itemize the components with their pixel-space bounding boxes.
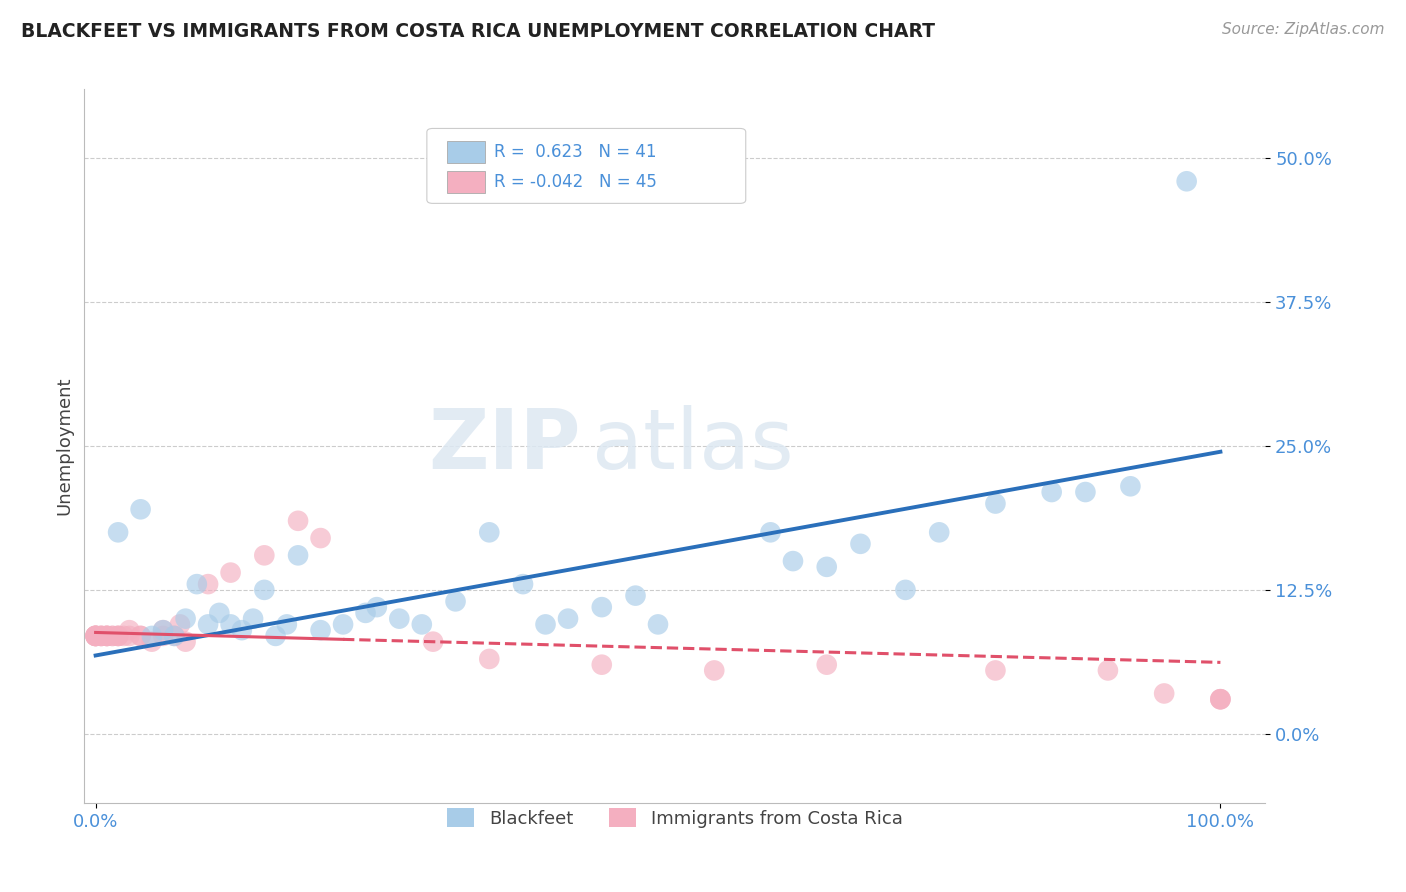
Point xyxy=(366,600,388,615)
Point xyxy=(388,612,411,626)
Point xyxy=(782,554,804,568)
Point xyxy=(84,629,107,643)
Point xyxy=(759,525,782,540)
Point xyxy=(253,582,276,597)
Legend: Blackfeet, Immigrants from Costa Rica: Blackfeet, Immigrants from Costa Rica xyxy=(439,799,911,837)
Point xyxy=(219,617,242,632)
Point xyxy=(107,629,129,643)
Text: atlas: atlas xyxy=(592,406,794,486)
Point xyxy=(478,652,501,666)
Point xyxy=(411,617,433,632)
Point xyxy=(1119,479,1142,493)
Point xyxy=(84,629,107,643)
Point xyxy=(118,623,141,637)
Point xyxy=(129,629,152,643)
Point xyxy=(107,629,129,643)
Point xyxy=(624,589,647,603)
Point xyxy=(534,617,557,632)
Point xyxy=(141,634,163,648)
Point xyxy=(197,617,219,632)
Point xyxy=(1209,692,1232,706)
Point xyxy=(894,582,917,597)
Point xyxy=(928,525,950,540)
Point xyxy=(815,559,838,574)
Point xyxy=(478,525,501,540)
Point xyxy=(107,629,129,643)
Point xyxy=(512,577,534,591)
Point xyxy=(90,629,112,643)
Point xyxy=(84,629,107,643)
Point xyxy=(253,549,276,563)
Point xyxy=(1175,174,1198,188)
FancyBboxPatch shape xyxy=(427,128,745,203)
Point xyxy=(287,549,309,563)
Point xyxy=(703,664,725,678)
Point xyxy=(276,617,298,632)
Point xyxy=(219,566,242,580)
Point xyxy=(152,629,174,643)
Point xyxy=(354,606,377,620)
FancyBboxPatch shape xyxy=(447,141,485,162)
Point xyxy=(208,606,231,620)
Point xyxy=(984,664,1007,678)
Point xyxy=(591,600,613,615)
Point xyxy=(96,629,118,643)
Point xyxy=(332,617,354,632)
Point xyxy=(231,623,253,637)
Point xyxy=(152,623,174,637)
Point xyxy=(90,629,112,643)
Point xyxy=(107,525,129,540)
Point xyxy=(141,629,163,643)
Point xyxy=(444,594,467,608)
Point xyxy=(96,629,118,643)
Text: ZIP: ZIP xyxy=(427,406,581,486)
Point xyxy=(309,531,332,545)
Point xyxy=(112,629,135,643)
Point xyxy=(101,629,124,643)
Point xyxy=(984,497,1007,511)
Point xyxy=(1074,485,1097,500)
Text: R =  0.623   N = 41: R = 0.623 N = 41 xyxy=(494,143,657,161)
Point xyxy=(242,612,264,626)
Point xyxy=(152,623,174,637)
Point xyxy=(1209,692,1232,706)
Point xyxy=(174,634,197,648)
Point xyxy=(1097,664,1119,678)
Point xyxy=(84,629,107,643)
Point xyxy=(96,629,118,643)
Point xyxy=(422,634,444,648)
Point xyxy=(129,629,152,643)
Point xyxy=(163,629,186,643)
Point xyxy=(264,629,287,643)
Point xyxy=(84,629,107,643)
Point xyxy=(84,629,107,643)
Point xyxy=(849,537,872,551)
Point xyxy=(118,629,141,643)
Text: R = -0.042   N = 45: R = -0.042 N = 45 xyxy=(494,173,657,191)
FancyBboxPatch shape xyxy=(447,171,485,193)
Point xyxy=(309,623,332,637)
Point xyxy=(197,577,219,591)
Text: Source: ZipAtlas.com: Source: ZipAtlas.com xyxy=(1222,22,1385,37)
Point xyxy=(1209,692,1232,706)
Point xyxy=(186,577,208,591)
Point xyxy=(591,657,613,672)
Text: BLACKFEET VS IMMIGRANTS FROM COSTA RICA UNEMPLOYMENT CORRELATION CHART: BLACKFEET VS IMMIGRANTS FROM COSTA RICA … xyxy=(21,22,935,41)
Point xyxy=(557,612,579,626)
Y-axis label: Unemployment: Unemployment xyxy=(55,376,73,516)
Point xyxy=(1040,485,1063,500)
Point xyxy=(287,514,309,528)
Point xyxy=(174,612,197,626)
Point xyxy=(163,629,186,643)
Point xyxy=(96,629,118,643)
Point xyxy=(647,617,669,632)
Point xyxy=(815,657,838,672)
Point xyxy=(1153,686,1175,700)
Point xyxy=(101,629,124,643)
Point xyxy=(90,629,112,643)
Point xyxy=(169,617,191,632)
Point xyxy=(129,502,152,516)
